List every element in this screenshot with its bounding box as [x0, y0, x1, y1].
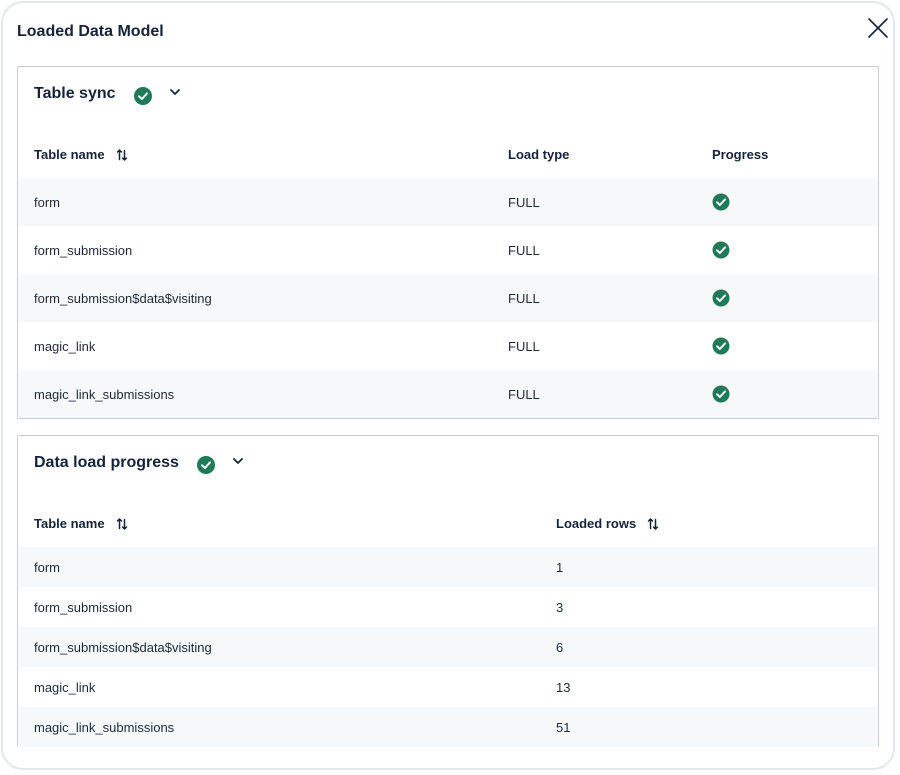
loaded-rows-cell: 51 — [556, 719, 571, 735]
table-name-cell: form_submission$data$visiting — [34, 290, 212, 306]
table-row: magic_link 13 — [18, 667, 878, 707]
data-load-progress-title: Data load progress — [34, 454, 179, 471]
table-sync-title: Table sync — [34, 85, 116, 102]
table-sync-rows: form FULL form_submission FULL for — [18, 178, 878, 418]
load-type-cell: FULL — [508, 290, 540, 306]
table-row: form_submission$data$visiting 6 — [18, 627, 878, 667]
check-circle-icon — [712, 193, 730, 211]
check-circle-icon — [133, 86, 152, 105]
sort-icon[interactable] — [115, 148, 129, 162]
data-load-progress-panel: Data load progress Table name — [17, 435, 879, 747]
progress-cell — [712, 226, 730, 274]
progress-cell — [712, 178, 730, 226]
column-header-label: Table name — [34, 147, 105, 162]
table-name-cell: magic_link_submissions — [34, 386, 175, 402]
table-name-cell: magic_link — [34, 338, 96, 354]
loaded-rows-cell: 6 — [556, 639, 564, 655]
table-sync-column-headers: Table name Load type Progress — [18, 147, 878, 167]
sort-icon[interactable] — [646, 517, 660, 531]
table-name-cell: form — [34, 194, 60, 210]
column-header-table-name[interactable]: Table name — [34, 516, 129, 531]
check-circle-icon — [712, 289, 730, 307]
progress-cell — [712, 274, 730, 322]
table-name-cell: form_submission — [34, 242, 133, 258]
check-circle-icon — [196, 455, 215, 474]
table-row: magic_link_submissions 51 — [18, 707, 878, 747]
loaded-rows-cell: 1 — [556, 559, 564, 575]
column-header-label: Loaded rows — [556, 516, 637, 531]
load-type-cell: FULL — [508, 194, 540, 210]
column-header-progress: Progress — [712, 147, 769, 162]
table-row: magic_link FULL — [18, 322, 878, 370]
table-name-cell: form_submission — [34, 599, 133, 615]
progress-cell — [712, 322, 730, 370]
chevron-down-icon[interactable] — [168, 85, 182, 99]
loaded-rows-cell: 13 — [556, 679, 571, 695]
table-name-cell: form — [34, 559, 60, 575]
table-name-cell: magic_link_submissions — [34, 719, 175, 735]
sort-icon[interactable] — [115, 517, 129, 531]
chevron-down-icon[interactable] — [231, 454, 245, 468]
data-load-column-headers: Table name Loaded rows — [18, 516, 878, 536]
loaded-rows-cell: 3 — [556, 599, 564, 615]
load-type-cell: FULL — [508, 242, 540, 258]
column-header-load-type: Load type — [508, 147, 570, 162]
check-circle-icon — [712, 385, 730, 403]
data-load-progress-header: Data load progress — [34, 451, 245, 475]
column-header-label: Table name — [34, 516, 105, 531]
table-name-cell: form_submission$data$visiting — [34, 639, 212, 655]
table-row: form_submission$data$visiting FULL — [18, 274, 878, 322]
load-type-cell: FULL — [508, 386, 540, 402]
load-type-cell: FULL — [508, 338, 540, 354]
table-row: form_submission FULL — [18, 226, 878, 274]
table-sync-panel: Table sync Table name — [17, 66, 879, 419]
check-circle-icon — [712, 337, 730, 355]
table-row: form 1 — [18, 547, 878, 587]
table-name-cell: magic_link — [34, 679, 96, 695]
table-row: form_submission 3 — [18, 587, 878, 627]
data-load-rows: form 1 form_submission 3 form_submission… — [18, 547, 878, 747]
column-header-loaded-rows[interactable]: Loaded rows — [556, 516, 660, 531]
table-sync-header: Table sync — [34, 82, 182, 106]
modal-title: Loaded Data Model — [17, 23, 164, 40]
progress-cell — [712, 370, 730, 418]
close-icon[interactable] — [865, 15, 891, 41]
check-circle-icon — [712, 241, 730, 259]
table-row: form FULL — [18, 178, 878, 226]
table-row: magic_link_submissions FULL — [18, 370, 878, 418]
column-header-table-name[interactable]: Table name — [34, 147, 129, 162]
